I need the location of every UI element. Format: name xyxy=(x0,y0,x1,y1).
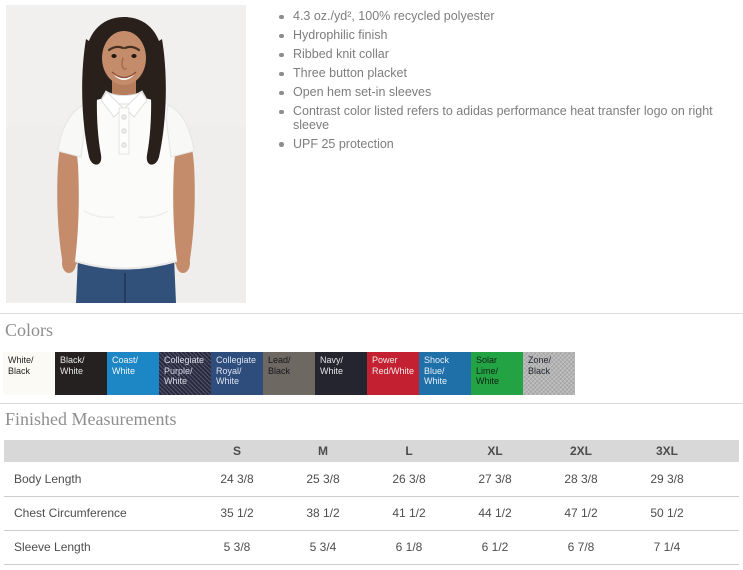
measurement-value-cell: 5 3/4 xyxy=(309,540,337,554)
color-swatch-label: Zone/ Black xyxy=(528,355,552,376)
measurements-body: Body Length 24 3/8 25 3/8 26 3/8 27 3/8 28 3/… xyxy=(4,462,739,564)
size-column-header: L xyxy=(366,440,452,462)
feature-item: Hydrophilic finish xyxy=(277,28,717,43)
measurement-value-cell: 27 3/8 xyxy=(478,471,512,486)
measurements-table: S M L XL 2XL 3XL Body Length 24 3/8 25 3/8 26 3/… xyxy=(4,440,739,565)
color-swatch-label: Solar Lime/ White xyxy=(476,355,500,386)
color-swatch-label: Collegiate Purple/ White xyxy=(164,355,205,386)
measurements-heading: Finished Measurements xyxy=(5,409,177,429)
color-swatch-label: Navy/ White xyxy=(320,355,344,376)
feature-item: Contrast color listed refers to adidas p… xyxy=(277,104,717,132)
color-swatch[interactable]: Solar Lime/ White xyxy=(471,352,523,395)
measurement-value-cell: 41 1/2 xyxy=(392,506,426,520)
color-swatch-list: White/ Black Black/ White Coast/ White Coll… xyxy=(3,352,575,395)
measurement-value-cell: 38 1/2 xyxy=(306,506,340,520)
measurement-value-cell: 5 3/8 xyxy=(223,540,251,554)
measurement-row: Sleeve Length 5 3/8 5 3/4 6 1/8 6 1/2 6 7/8 7 … xyxy=(4,530,739,564)
size-column-header: 2XL xyxy=(538,440,624,462)
row-spacer-cell xyxy=(710,530,739,564)
measurement-row: Chest Circumference 35 1/2 38 1/2 41 1/2 44 … xyxy=(4,496,739,530)
measurement-value-cell: 50 1/2 xyxy=(650,506,684,520)
color-swatch-label: Lead/ Black xyxy=(268,355,291,376)
feature-item: Ribbed knit collar xyxy=(277,47,717,62)
section-divider xyxy=(0,313,743,314)
feature-item: Open hem set-in sleeves xyxy=(277,85,717,100)
header-spacer-cell xyxy=(710,440,739,462)
color-swatch-label: Collegiate Royal/ White xyxy=(216,355,257,386)
row-spacer-cell xyxy=(710,462,739,496)
measurement-row-label: Chest Circumference xyxy=(14,506,127,520)
color-swatch[interactable]: Zone/ Black xyxy=(523,352,575,395)
measurement-value-cell: 6 7/8 xyxy=(567,540,595,554)
product-photo xyxy=(6,5,246,303)
size-column-header: S xyxy=(194,440,280,462)
measurement-value-cell: 29 3/8 xyxy=(650,471,684,486)
measurement-row-label: Body Length xyxy=(14,471,82,486)
feature-item: UPF 25 protection xyxy=(277,137,717,152)
size-column-header: M xyxy=(280,440,366,462)
color-swatch[interactable]: Shock Blue/ White xyxy=(419,352,471,395)
feature-list: 4.3 oz./yd², 100% recycled polyester Hydr… xyxy=(277,9,717,157)
size-column-header: XL xyxy=(452,440,538,462)
feature-item: Three button placket xyxy=(277,66,717,81)
color-swatch[interactable]: Power Red/White xyxy=(367,352,419,395)
measurement-value-cell: 24 3/8 xyxy=(220,471,254,486)
measurement-row-label: Sleeve Length xyxy=(14,540,91,554)
measurements-header-row: S M L XL 2XL 3XL xyxy=(4,440,739,462)
measurement-row: Body Length 24 3/8 25 3/8 26 3/8 27 3/8 28 3/… xyxy=(4,462,739,496)
color-swatch[interactable]: Navy/ White xyxy=(315,352,367,395)
measurement-value-cell: 6 1/8 xyxy=(395,540,423,554)
measurement-value-cell: 47 1/2 xyxy=(564,506,598,520)
measurement-value-cell: 35 1/2 xyxy=(220,506,254,520)
color-swatch[interactable]: Collegiate Royal/ White xyxy=(211,352,263,395)
color-swatch[interactable]: Collegiate Purple/ White xyxy=(159,352,211,395)
color-swatch[interactable]: Black/ White xyxy=(55,352,107,395)
measurement-value-cell: 7 1/4 xyxy=(653,540,681,554)
color-swatch-label: Power Red/White xyxy=(372,355,415,376)
color-swatch[interactable]: White/ Black xyxy=(3,352,55,395)
measurement-value-cell: 28 3/8 xyxy=(564,471,598,486)
color-swatch[interactable]: Coast/ White xyxy=(107,352,159,395)
measurements-corner-cell xyxy=(4,440,194,462)
section-divider xyxy=(0,403,743,404)
color-swatch-label: Black/ White xyxy=(60,355,85,376)
color-swatch-label: Coast/ White xyxy=(112,355,139,376)
color-swatch[interactable]: Lead/ Black xyxy=(263,352,315,395)
colors-heading: Colors xyxy=(5,320,54,340)
feature-item: 4.3 oz./yd², 100% recycled polyester xyxy=(277,9,717,24)
product-photo-illustration xyxy=(6,5,246,303)
measurement-value-cell: 25 3/8 xyxy=(306,471,340,486)
color-swatch-label: White/ Black xyxy=(8,355,34,376)
row-spacer-cell xyxy=(710,496,739,530)
measurement-value-cell: 6 1/2 xyxy=(481,540,509,554)
measurement-value-cell: 26 3/8 xyxy=(392,471,426,486)
color-swatch-label: Shock Blue/ White xyxy=(424,355,450,386)
measurement-value-cell: 44 1/2 xyxy=(478,506,512,520)
size-column-header: 3XL xyxy=(624,440,710,462)
